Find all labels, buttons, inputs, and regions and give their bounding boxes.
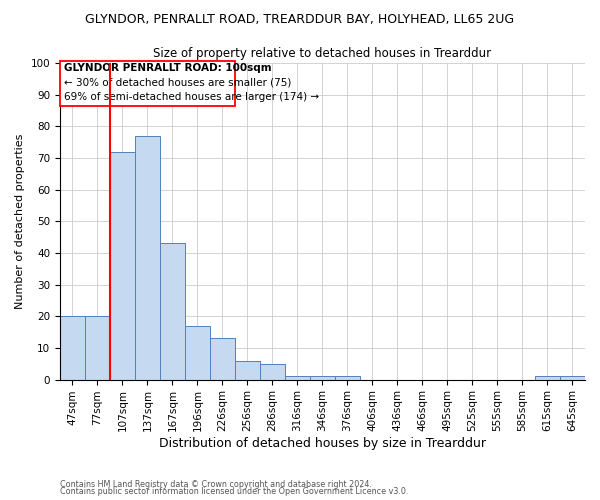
- Bar: [85, 316, 110, 380]
- Bar: [335, 376, 360, 380]
- Bar: [135, 136, 160, 380]
- FancyBboxPatch shape: [61, 62, 235, 106]
- Y-axis label: Number of detached properties: Number of detached properties: [15, 134, 25, 309]
- Text: Contains public sector information licensed under the Open Government Licence v3: Contains public sector information licen…: [60, 487, 409, 496]
- Bar: [160, 244, 185, 380]
- Text: ← 30% of detached houses are smaller (75): ← 30% of detached houses are smaller (75…: [64, 78, 292, 88]
- X-axis label: Distribution of detached houses by size in Trearddur: Distribution of detached houses by size …: [159, 437, 486, 450]
- Bar: [260, 364, 285, 380]
- Text: GLYNDOR PENRALLT ROAD: 100sqm: GLYNDOR PENRALLT ROAD: 100sqm: [64, 63, 272, 73]
- Bar: [285, 376, 310, 380]
- Bar: [210, 338, 235, 380]
- Text: 69% of semi-detached houses are larger (174) →: 69% of semi-detached houses are larger (…: [64, 92, 319, 102]
- Text: Contains HM Land Registry data © Crown copyright and database right 2024.: Contains HM Land Registry data © Crown c…: [60, 480, 372, 489]
- Bar: [235, 360, 260, 380]
- Text: GLYNDOR, PENRALLT ROAD, TREARDDUR BAY, HOLYHEAD, LL65 2UG: GLYNDOR, PENRALLT ROAD, TREARDDUR BAY, H…: [85, 12, 515, 26]
- Bar: [310, 376, 335, 380]
- Bar: [60, 316, 85, 380]
- Bar: [560, 376, 585, 380]
- Bar: [110, 152, 135, 380]
- Bar: [535, 376, 560, 380]
- Title: Size of property relative to detached houses in Trearddur: Size of property relative to detached ho…: [154, 48, 491, 60]
- Bar: [185, 326, 210, 380]
